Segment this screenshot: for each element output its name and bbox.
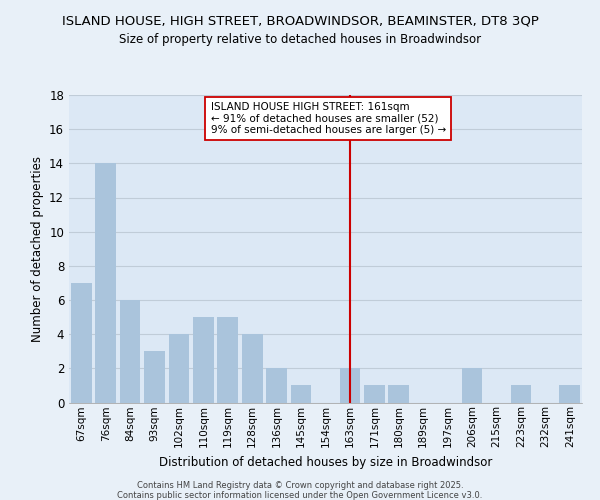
Bar [144, 351, 165, 403]
Bar [71, 283, 92, 403]
X-axis label: Distribution of detached houses by size in Broadwindsor: Distribution of detached houses by size … [159, 456, 492, 468]
Text: Size of property relative to detached houses in Broadwindsor: Size of property relative to detached ho… [119, 32, 481, 46]
Bar [119, 300, 140, 402]
Bar [193, 317, 214, 402]
Bar [364, 386, 385, 402]
Bar [169, 334, 190, 402]
Bar [559, 386, 580, 402]
Bar [217, 317, 238, 402]
Bar [461, 368, 482, 402]
Bar [266, 368, 287, 402]
Text: Contains HM Land Registry data © Crown copyright and database right 2025.: Contains HM Land Registry data © Crown c… [137, 481, 463, 490]
Y-axis label: Number of detached properties: Number of detached properties [31, 156, 44, 342]
Text: Contains public sector information licensed under the Open Government Licence v3: Contains public sector information licen… [118, 491, 482, 500]
Bar [388, 386, 409, 402]
Text: ISLAND HOUSE HIGH STREET: 161sqm
← 91% of detached houses are smaller (52)
9% of: ISLAND HOUSE HIGH STREET: 161sqm ← 91% o… [211, 102, 446, 135]
Bar [290, 386, 311, 402]
Bar [95, 164, 116, 402]
Bar [340, 368, 361, 402]
Text: ISLAND HOUSE, HIGH STREET, BROADWINDSOR, BEAMINSTER, DT8 3QP: ISLAND HOUSE, HIGH STREET, BROADWINDSOR,… [62, 14, 538, 27]
Bar [242, 334, 263, 402]
Bar [511, 386, 532, 402]
